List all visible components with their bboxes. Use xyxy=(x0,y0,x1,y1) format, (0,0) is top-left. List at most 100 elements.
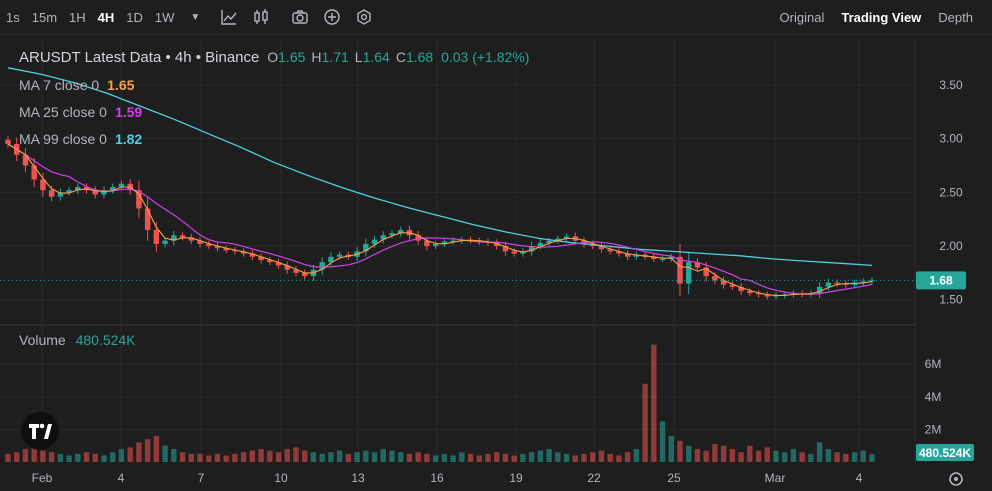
candle-body xyxy=(825,282,832,287)
indicators-icon[interactable] xyxy=(220,8,238,26)
candle-body xyxy=(860,281,866,283)
ma-value: 1.82 xyxy=(114,131,143,147)
volume-bar xyxy=(703,450,709,462)
time-tick-label: 4 xyxy=(856,471,863,485)
candle-body xyxy=(249,253,256,257)
candle-type-icon[interactable] xyxy=(252,8,270,26)
volume-value: 480.524K xyxy=(75,332,136,348)
volume-bar xyxy=(188,453,194,462)
candle-body xyxy=(598,246,605,250)
timeframe-15m[interactable]: 15m xyxy=(31,9,58,25)
volume-bar xyxy=(249,450,256,462)
add-icon[interactable] xyxy=(323,8,341,26)
candle-body xyxy=(5,139,11,145)
volume-bar xyxy=(764,447,770,462)
ohlc-value-h: 1.71 xyxy=(321,49,349,65)
candle-body xyxy=(616,251,622,254)
volume-bar xyxy=(75,453,81,462)
price-tick-label: 1.50 xyxy=(939,293,963,307)
candle-body xyxy=(415,235,421,241)
volume-bar xyxy=(450,455,456,462)
ma-legend-row: MA 25 close 0 1.59 xyxy=(19,104,142,120)
settings-gear-icon[interactable] xyxy=(949,472,963,486)
candle-body xyxy=(686,262,692,284)
timeframe-selector: 1s 15m 1H 4H 1D 1W xyxy=(0,10,180,25)
volume-bar xyxy=(22,448,29,462)
time-tick-label: Mar xyxy=(765,471,786,485)
timeframe-1h[interactable]: 1H xyxy=(69,9,86,25)
candle-body xyxy=(659,258,666,260)
candle-body xyxy=(834,282,840,284)
volume-bar xyxy=(389,450,395,462)
volume-bar xyxy=(502,453,509,462)
candle-body xyxy=(563,236,570,239)
candle-body xyxy=(144,208,151,230)
last-price-label: 1.68 xyxy=(929,273,953,287)
timeframe-4h[interactable]: 4H xyxy=(97,9,115,25)
timeframe-1w[interactable]: 1W xyxy=(154,9,175,25)
volume-bar xyxy=(432,455,439,462)
ma7-line xyxy=(7,143,873,296)
volume-bar xyxy=(328,452,334,462)
view-depth[interactable]: Depth xyxy=(938,9,973,25)
volume-bar xyxy=(816,442,823,462)
candle-body xyxy=(764,294,770,297)
candle-body xyxy=(790,293,797,295)
view-original[interactable]: Original xyxy=(779,9,825,25)
candle-body xyxy=(75,186,81,191)
volume-bar xyxy=(624,452,631,462)
candle-body xyxy=(712,276,718,281)
candle-body xyxy=(206,243,212,247)
price-tick-label: 3.50 xyxy=(939,78,963,92)
volume-bar xyxy=(869,454,875,462)
candle-body xyxy=(267,260,273,263)
volume-bar xyxy=(511,455,517,462)
ohlc-key-h: H xyxy=(311,49,322,65)
time-tick-label: 13 xyxy=(351,471,365,485)
volume-bar xyxy=(642,383,648,462)
volume-bar xyxy=(258,448,264,462)
camera-icon[interactable] xyxy=(291,8,309,26)
ma-value: 1.59 xyxy=(114,104,143,120)
volume-bar xyxy=(223,455,229,462)
candle-body xyxy=(258,256,264,261)
candle-body xyxy=(502,246,509,252)
price-tick-label: 2.50 xyxy=(939,185,963,199)
view-trading-view[interactable]: Trading View xyxy=(841,9,922,25)
timeframe-1d[interactable]: 1D xyxy=(126,9,143,25)
volume-bar xyxy=(240,452,247,462)
candle-body xyxy=(57,192,64,197)
ohlc-key-o: O xyxy=(267,49,279,65)
volume-bar xyxy=(799,452,805,462)
settings-icon[interactable] xyxy=(355,8,373,26)
candle-body xyxy=(22,154,29,166)
candle-body xyxy=(66,190,72,193)
volume-bar xyxy=(14,452,20,462)
volume-bar xyxy=(808,453,814,462)
candle-body xyxy=(450,240,456,242)
volume-bar xyxy=(284,448,290,462)
volume-bar xyxy=(232,453,238,462)
candle-body xyxy=(720,280,727,285)
candle-body xyxy=(92,190,98,195)
volume-bar xyxy=(546,448,552,462)
candle-body xyxy=(275,262,282,266)
time-tick-label: 25 xyxy=(667,471,681,485)
chevron-down-icon[interactable]: ▼ xyxy=(190,11,201,23)
time-tick-label: 4 xyxy=(118,471,125,485)
candle-body xyxy=(528,246,535,252)
volume-bar xyxy=(293,447,299,462)
volume-bar xyxy=(720,445,727,462)
candle-body xyxy=(232,250,238,252)
ohlc-legend: ARUSDT Latest Data • 4h • Binance O1.65 H… xyxy=(19,49,529,66)
timeframe-1s[interactable]: 1s xyxy=(6,9,20,25)
volume-bar xyxy=(581,453,587,462)
volume-bar xyxy=(790,448,797,462)
candle-body xyxy=(328,256,334,263)
price-chart[interactable]: 3.50 3.00 2.50 2.00 1.50 6M 4M 2M Feb 4 7 10 13 16 1… xyxy=(0,34,992,491)
chart-toolbar: 1s 15m 1H 4H 1D 1W ▼ Original Trading View Dept… xyxy=(0,0,992,35)
candle-body xyxy=(537,242,544,247)
tradingview-logo-icon xyxy=(21,412,59,450)
volume-bar xyxy=(267,450,273,462)
volume-bars xyxy=(5,344,875,462)
